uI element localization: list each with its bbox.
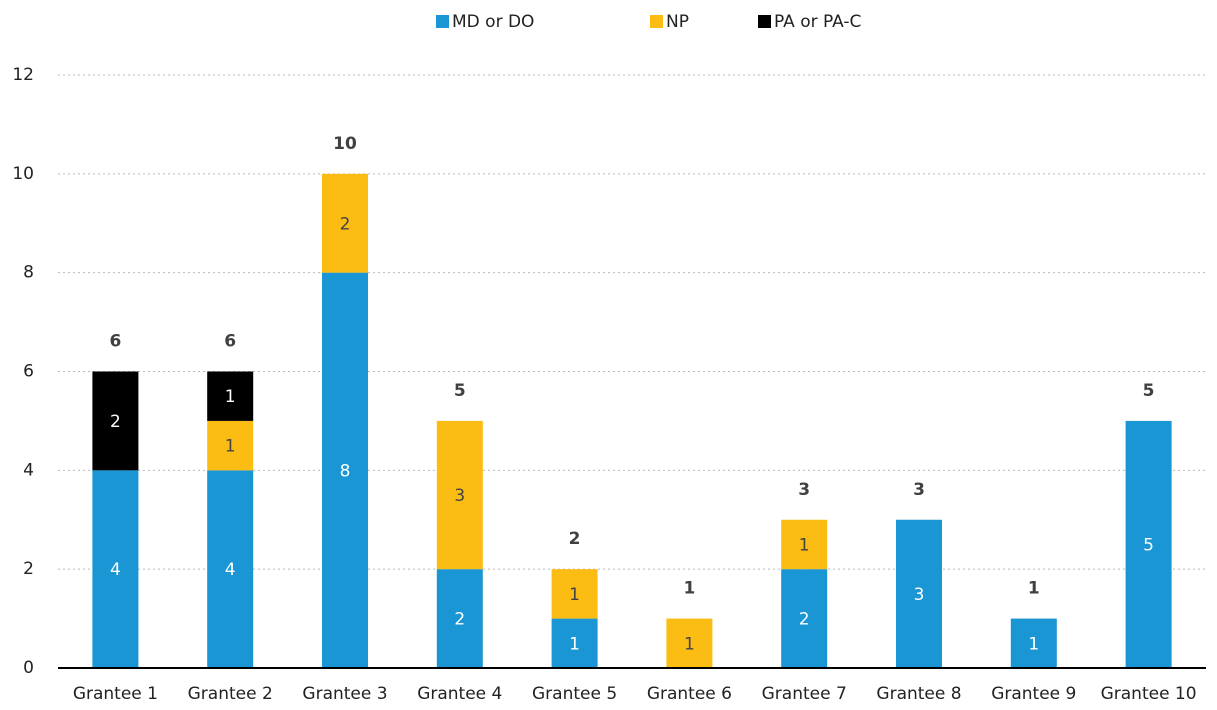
x-tick-label: Grantee 4 — [417, 684, 502, 704]
bar-segment — [207, 470, 254, 668]
legend-swatch — [650, 15, 663, 28]
segment-label: 1 — [225, 387, 236, 407]
total-label: 6 — [109, 332, 121, 352]
y-tick-label: 0 — [23, 658, 34, 678]
segment-label: 1 — [799, 535, 810, 555]
bar-segment — [781, 569, 828, 668]
x-tick-label: Grantee 1 — [73, 684, 158, 704]
segment-label: 2 — [799, 610, 810, 630]
bar-segment — [781, 519, 828, 570]
total-label: 3 — [913, 480, 925, 500]
segment-label: 4 — [110, 560, 121, 580]
x-tick-label: Grantee 2 — [188, 684, 273, 704]
bar-segment — [92, 470, 139, 668]
x-tick-label: Grantee 7 — [762, 684, 847, 704]
x-tick-label: Grantee 5 — [532, 684, 617, 704]
y-tick-label: 10 — [12, 164, 34, 184]
segment-label: 2 — [340, 214, 351, 234]
segment-label: 1 — [569, 634, 580, 654]
total-label: 1 — [683, 579, 695, 599]
segment-label: 1 — [1028, 634, 1039, 654]
segment-label: 4 — [225, 560, 236, 580]
total-label: 6 — [224, 332, 236, 352]
y-tick-label: 2 — [23, 559, 34, 579]
total-label: 2 — [569, 529, 581, 549]
bar-segment — [322, 272, 368, 668]
bar-segment — [1125, 420, 1172, 668]
y-tick-label: 8 — [23, 263, 34, 283]
y-tick-label: 12 — [12, 65, 34, 85]
legend-swatch — [436, 15, 449, 28]
segment-label: 1 — [684, 634, 695, 654]
x-tick-label: Grantee 6 — [647, 684, 732, 704]
y-tick-label: 4 — [23, 460, 34, 480]
segment-label: 1 — [569, 585, 580, 605]
bar-segment — [92, 371, 139, 471]
bar-segment — [207, 371, 254, 421]
segment-label: 8 — [340, 461, 351, 481]
segment-label: 2 — [110, 412, 121, 432]
bar-segment — [896, 519, 942, 668]
legend-label: NP — [666, 12, 689, 32]
bar-segment — [436, 569, 483, 668]
x-tick-label: Grantee 8 — [876, 684, 961, 704]
segment-label: 3 — [914, 585, 925, 605]
x-tick-label: Grantee 9 — [991, 684, 1076, 704]
total-label: 5 — [1143, 381, 1155, 401]
bar-segment — [551, 618, 598, 668]
total-label: 1 — [1028, 579, 1040, 599]
segment-label: 2 — [454, 610, 465, 630]
bar-segment — [1010, 618, 1057, 668]
bar-segment — [551, 569, 598, 619]
legend-swatch — [758, 15, 771, 28]
segment-label: 1 — [225, 437, 236, 457]
segment-label: 3 — [454, 486, 465, 506]
segment-label: 5 — [1143, 535, 1154, 555]
x-tick-label: Grantee 3 — [302, 684, 387, 704]
bar-segment — [207, 420, 254, 471]
bar-segment — [436, 420, 483, 570]
x-tick-label: Grantee 10 — [1101, 684, 1197, 704]
total-label: 5 — [454, 381, 466, 401]
y-tick-label: 6 — [23, 362, 34, 382]
total-label: 10 — [333, 134, 357, 154]
total-label: 3 — [798, 480, 810, 500]
bar-segment — [322, 173, 368, 273]
bar-segment — [666, 618, 713, 668]
legend-label: PA or PA-C — [774, 12, 861, 32]
legend-label: MD or DO — [452, 12, 534, 32]
